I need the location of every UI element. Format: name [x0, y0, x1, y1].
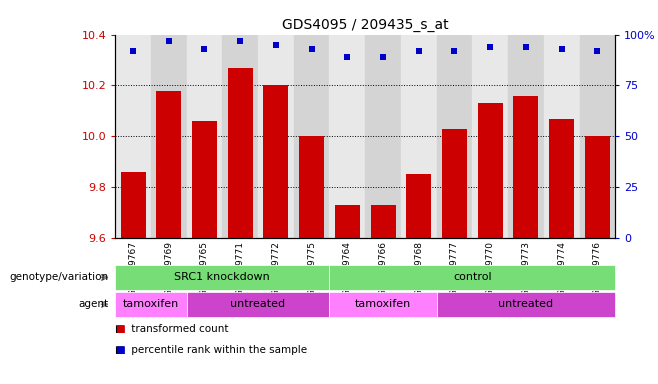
Point: [163, 38, 174, 44]
Point: [342, 54, 353, 60]
Bar: [115, 292, 187, 317]
Point: [485, 44, 495, 50]
Bar: [187, 35, 222, 238]
Bar: [263, 86, 288, 238]
Point: [307, 46, 317, 52]
Bar: [478, 103, 503, 238]
Bar: [437, 292, 615, 317]
Point: [199, 46, 210, 52]
Bar: [370, 205, 395, 238]
Point: [557, 46, 567, 52]
Bar: [222, 35, 258, 238]
Bar: [330, 35, 365, 238]
Text: ■: ■: [115, 324, 125, 334]
Point: [520, 44, 531, 50]
Bar: [299, 136, 324, 238]
Bar: [293, 35, 330, 238]
Text: SRC1 knockdown: SRC1 knockdown: [174, 272, 270, 283]
Text: tamoxifen: tamoxifen: [355, 299, 411, 310]
Bar: [585, 136, 610, 238]
Point: [592, 48, 603, 54]
Bar: [365, 35, 401, 238]
Bar: [187, 292, 330, 317]
Bar: [115, 265, 330, 290]
Text: ■: ■: [115, 345, 125, 355]
Title: GDS4095 / 209435_s_at: GDS4095 / 209435_s_at: [282, 18, 449, 32]
Bar: [115, 35, 151, 238]
Text: genotype/variation: genotype/variation: [9, 272, 109, 283]
Bar: [192, 121, 217, 238]
Point: [235, 38, 245, 44]
Point: [378, 54, 388, 60]
Bar: [120, 172, 145, 238]
Bar: [151, 35, 187, 238]
Bar: [472, 35, 508, 238]
Bar: [330, 265, 615, 290]
Bar: [335, 205, 360, 238]
Bar: [544, 35, 580, 238]
Bar: [549, 119, 574, 238]
Text: untreated: untreated: [230, 299, 286, 310]
Bar: [258, 35, 293, 238]
Bar: [508, 35, 544, 238]
Bar: [406, 174, 431, 238]
Point: [413, 48, 424, 54]
Text: control: control: [453, 272, 492, 283]
Bar: [580, 35, 615, 238]
Text: agent: agent: [78, 299, 109, 310]
Bar: [513, 96, 538, 238]
Text: untreated: untreated: [498, 299, 553, 310]
Text: ■  percentile rank within the sample: ■ percentile rank within the sample: [115, 345, 307, 355]
Bar: [437, 35, 472, 238]
Bar: [442, 129, 467, 238]
Point: [449, 48, 460, 54]
Bar: [330, 292, 437, 317]
Bar: [156, 91, 181, 238]
Text: ■  transformed count: ■ transformed count: [115, 324, 228, 334]
Bar: [401, 35, 437, 238]
Text: tamoxifen: tamoxifen: [123, 299, 179, 310]
Point: [128, 48, 138, 54]
Bar: [228, 68, 253, 238]
Point: [270, 42, 281, 48]
